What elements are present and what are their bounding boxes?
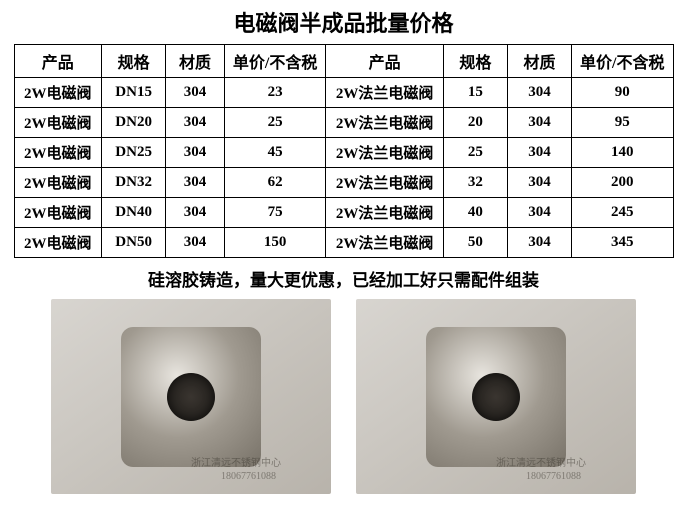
watermark-phone: 18067761088 bbox=[221, 471, 276, 482]
cell-price2: 200 bbox=[571, 168, 673, 198]
header-spec1: 规格 bbox=[102, 45, 166, 78]
header-spec2: 规格 bbox=[443, 45, 507, 78]
cell-material1: 304 bbox=[166, 228, 225, 258]
header-product1: 产品 bbox=[14, 45, 102, 78]
watermark-phone: 18067761088 bbox=[526, 471, 581, 482]
cell-spec1: DN20 bbox=[102, 108, 166, 138]
table-row: 2W电磁阀DN20304252W法兰电磁阀2030495 bbox=[14, 108, 673, 138]
cell-product2: 2W法兰电磁阀 bbox=[326, 78, 443, 108]
cell-spec2: 32 bbox=[443, 168, 507, 198]
cell-spec2: 40 bbox=[443, 198, 507, 228]
cell-spec1: DN32 bbox=[102, 168, 166, 198]
cell-material1: 304 bbox=[166, 168, 225, 198]
cell-spec1: DN40 bbox=[102, 198, 166, 228]
product-photo-2: 浙江清远不锈钢中心 18067761088 bbox=[356, 299, 636, 494]
cell-product1: 2W电磁阀 bbox=[14, 138, 102, 168]
watermark-text: 浙江清远不锈钢中心 bbox=[496, 454, 586, 469]
header-price2: 单价/不含税 bbox=[571, 45, 673, 78]
cell-material1: 304 bbox=[166, 138, 225, 168]
cell-product1: 2W电磁阀 bbox=[14, 198, 102, 228]
cell-product2: 2W法兰电磁阀 bbox=[326, 138, 443, 168]
table-row: 2W电磁阀DN503041502W法兰电磁阀50304345 bbox=[14, 228, 673, 258]
cell-material2: 304 bbox=[507, 78, 571, 108]
header-price1: 单价/不含税 bbox=[224, 45, 325, 78]
cell-product2: 2W法兰电磁阀 bbox=[326, 198, 443, 228]
cell-material1: 304 bbox=[166, 78, 225, 108]
cell-price1: 23 bbox=[224, 78, 325, 108]
cell-product1: 2W电磁阀 bbox=[14, 78, 102, 108]
cell-spec1: DN15 bbox=[102, 78, 166, 108]
cell-price2: 140 bbox=[571, 138, 673, 168]
cell-material2: 304 bbox=[507, 228, 571, 258]
cell-product2: 2W法兰电磁阀 bbox=[326, 168, 443, 198]
cell-spec2: 20 bbox=[443, 108, 507, 138]
page-title: 电磁阀半成品批量价格 bbox=[0, 0, 687, 44]
cell-product1: 2W电磁阀 bbox=[14, 108, 102, 138]
cell-price1: 25 bbox=[224, 108, 325, 138]
cell-spec2: 25 bbox=[443, 138, 507, 168]
cell-spec2: 15 bbox=[443, 78, 507, 108]
header-product2: 产品 bbox=[326, 45, 443, 78]
cell-material2: 304 bbox=[507, 168, 571, 198]
watermark-text: 浙江清远不锈钢中心 bbox=[191, 454, 281, 469]
header-material2: 材质 bbox=[507, 45, 571, 78]
table-row: 2W电磁阀DN15304232W法兰电磁阀1530490 bbox=[14, 78, 673, 108]
cell-price1: 45 bbox=[224, 138, 325, 168]
cell-material2: 304 bbox=[507, 138, 571, 168]
table-header-row: 产品 规格 材质 单价/不含税 产品 规格 材质 单价/不含税 bbox=[14, 45, 673, 78]
cell-price1: 150 bbox=[224, 228, 325, 258]
cell-spec1: DN50 bbox=[102, 228, 166, 258]
cell-product2: 2W法兰电磁阀 bbox=[326, 228, 443, 258]
cell-price2: 345 bbox=[571, 228, 673, 258]
cell-material2: 304 bbox=[507, 108, 571, 138]
table-row: 2W电磁阀DN40304752W法兰电磁阀40304245 bbox=[14, 198, 673, 228]
price-table: 产品 规格 材质 单价/不含税 产品 规格 材质 单价/不含税 2W电磁阀DN1… bbox=[14, 44, 674, 258]
cell-spec1: DN25 bbox=[102, 138, 166, 168]
product-photo-1: 浙江清远不锈钢中心 18067761088 bbox=[51, 299, 331, 494]
cell-material1: 304 bbox=[166, 198, 225, 228]
cell-material2: 304 bbox=[507, 198, 571, 228]
cell-product2: 2W法兰电磁阀 bbox=[326, 108, 443, 138]
cell-price2: 95 bbox=[571, 108, 673, 138]
cell-price2: 245 bbox=[571, 198, 673, 228]
header-material1: 材质 bbox=[166, 45, 225, 78]
table-row: 2W电磁阀DN32304622W法兰电磁阀32304200 bbox=[14, 168, 673, 198]
cell-product1: 2W电磁阀 bbox=[14, 228, 102, 258]
cell-price2: 90 bbox=[571, 78, 673, 108]
cell-price1: 62 bbox=[224, 168, 325, 198]
cell-spec2: 50 bbox=[443, 228, 507, 258]
photo-row: 浙江清远不锈钢中心 18067761088 浙江清远不锈钢中心 18067761… bbox=[0, 299, 687, 494]
note-text: 硅溶胶铸造，量大更优惠，已经加工好只需配件组装 bbox=[0, 258, 687, 299]
cell-price1: 75 bbox=[224, 198, 325, 228]
cell-product1: 2W电磁阀 bbox=[14, 168, 102, 198]
table-row: 2W电磁阀DN25304452W法兰电磁阀25304140 bbox=[14, 138, 673, 168]
cell-material1: 304 bbox=[166, 108, 225, 138]
